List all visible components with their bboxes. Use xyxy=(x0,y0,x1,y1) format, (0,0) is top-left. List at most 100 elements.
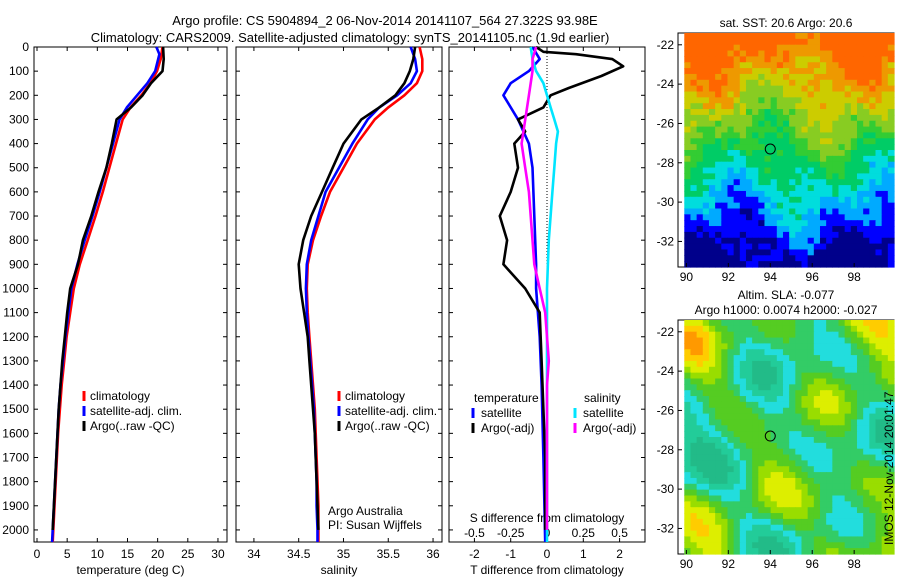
sla-map-cell xyxy=(727,401,735,409)
sla-map-cell xyxy=(739,431,747,438)
sla-map-cell xyxy=(702,542,710,549)
sst-map-cell xyxy=(739,62,747,69)
sst-map-cell xyxy=(715,79,722,87)
sst-map-cell xyxy=(850,226,858,233)
sst-map-cell xyxy=(850,56,858,63)
sla-map-cell xyxy=(863,483,870,491)
sla-map-cell xyxy=(832,384,840,391)
sst-map-cell xyxy=(727,56,735,63)
sst-map-cell xyxy=(789,255,796,262)
sst-map-cell xyxy=(832,62,840,69)
sst-map-cell xyxy=(819,214,827,221)
sla-map-cell xyxy=(684,320,692,327)
sst-map-cell xyxy=(764,196,772,204)
sst-map-cell xyxy=(819,120,827,128)
sla-map-cell xyxy=(752,442,759,450)
sla-map-cell xyxy=(826,524,833,532)
sst-map-cell xyxy=(690,138,698,145)
sla-map-cell xyxy=(838,460,846,467)
sla-map-cell xyxy=(776,472,784,479)
sla-map-cell xyxy=(807,472,815,479)
sst-map-cell xyxy=(696,196,704,204)
sla-map-cell xyxy=(690,442,698,450)
sst-map-cell xyxy=(758,179,766,186)
sst-map-cell xyxy=(752,196,759,204)
sla-map-cell xyxy=(850,477,858,485)
sla-map-cell xyxy=(727,437,735,444)
sla-map-cell xyxy=(696,325,704,333)
sst-map-cell xyxy=(875,237,883,245)
sla-map-cell xyxy=(758,349,766,356)
sla-map-cell xyxy=(739,390,747,397)
sla-map-cell xyxy=(764,325,772,333)
sla-map-cell xyxy=(745,524,753,532)
sst-map-cell xyxy=(739,68,747,75)
sla-map-cell xyxy=(819,466,827,473)
sla-map-cell xyxy=(863,343,870,350)
sla-map-cell xyxy=(887,325,895,333)
sst-map-cell xyxy=(789,261,796,268)
sst-map-cell xyxy=(690,120,698,128)
sla-map-cell xyxy=(789,437,796,444)
sst-map-cell xyxy=(807,114,815,122)
sst-map-cell xyxy=(875,85,883,93)
sst-map-cell xyxy=(764,231,772,239)
sla-map-cell xyxy=(758,507,766,514)
sla-map-cell xyxy=(739,442,747,450)
sla-map-cell xyxy=(782,460,790,467)
sst-map-cell xyxy=(887,73,895,81)
sla-map-cell xyxy=(752,372,759,380)
sla-map-cell xyxy=(813,349,821,356)
sla-map-cell xyxy=(869,437,877,444)
sst-map-cell xyxy=(795,68,803,75)
sst-map-ytick-label: -32 xyxy=(657,234,675,248)
sla-map-cell xyxy=(715,384,722,391)
sst-map-cell xyxy=(776,144,784,151)
sst-map-cell xyxy=(789,79,796,87)
sla-map-cell xyxy=(863,413,870,421)
sst-map-cell xyxy=(696,167,704,174)
sst-map-cell xyxy=(733,73,741,81)
sst-map-cell xyxy=(863,243,870,251)
sla-map-cell xyxy=(721,513,729,520)
sla-map-cell xyxy=(795,349,803,356)
sst-map-cell xyxy=(764,161,772,169)
sst-map-cell xyxy=(708,144,716,151)
sla-map-cell xyxy=(832,442,840,450)
sla-map-ytick-label: -24 xyxy=(657,364,675,378)
sla-map-xtick-label: 90 xyxy=(680,557,694,571)
sst-map-cell xyxy=(684,62,692,69)
sla-map-cell xyxy=(727,360,735,368)
sla-map-cell xyxy=(826,337,833,344)
legend-entry: Argo(..raw -QC) xyxy=(345,419,430,433)
sst-map-cell xyxy=(844,138,852,145)
sst-map-cell xyxy=(727,85,735,93)
sst-map-cell xyxy=(826,73,833,81)
sla-map-cell xyxy=(727,483,735,491)
sla-map-cell xyxy=(850,331,858,339)
sla-map-cell xyxy=(850,542,858,549)
sla-map-cell xyxy=(721,349,729,356)
sst-map-cell xyxy=(826,190,833,198)
sst-map-cell xyxy=(863,202,870,210)
sst-map-cell xyxy=(838,50,846,57)
sst-map-cell xyxy=(696,109,704,116)
sst-map-cell xyxy=(721,68,729,75)
sla-map-cell xyxy=(869,542,877,549)
sla-map-cell xyxy=(758,548,766,555)
sla-map-cell xyxy=(801,460,809,467)
sla-map-cell xyxy=(838,466,846,473)
sst-map-cell xyxy=(702,38,710,46)
sla-map-cell xyxy=(819,442,827,450)
sst-map-cell xyxy=(776,114,784,122)
sst-map-cell xyxy=(708,33,716,40)
sst-map-cell xyxy=(819,44,827,52)
sst-map-cell xyxy=(727,97,735,104)
sla-map-cell xyxy=(881,331,889,339)
sla-map-cell xyxy=(721,355,729,362)
sst-map-cell xyxy=(684,179,692,186)
sst-map-cell xyxy=(856,214,864,221)
sla-map-cell xyxy=(715,320,722,327)
sla-map-cell xyxy=(819,401,827,409)
sla-map-cell xyxy=(721,524,729,532)
